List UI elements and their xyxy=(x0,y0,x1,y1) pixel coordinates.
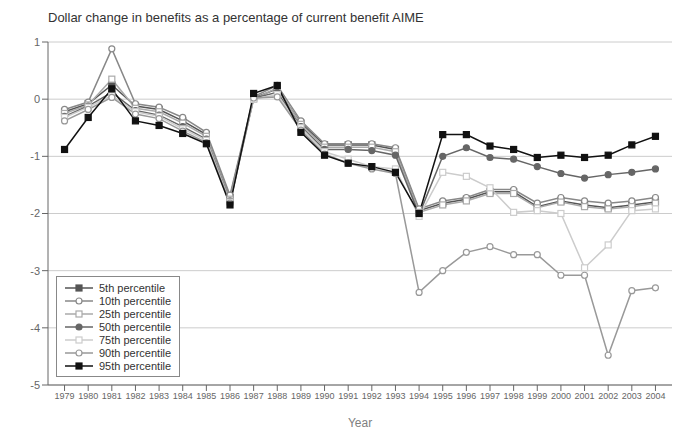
svg-text:1992: 1992 xyxy=(362,391,382,401)
svg-text:1979: 1979 xyxy=(55,391,75,401)
svg-text:-3: -3 xyxy=(30,265,40,277)
svg-text:1983: 1983 xyxy=(149,391,169,401)
svg-text:-4: -4 xyxy=(30,322,40,334)
svg-text:1995: 1995 xyxy=(433,391,453,401)
svg-text:1987: 1987 xyxy=(244,391,264,401)
svg-text:2002: 2002 xyxy=(598,391,618,401)
svg-text:-2: -2 xyxy=(30,207,40,219)
svg-text:1984: 1984 xyxy=(173,391,193,401)
svg-text:1991: 1991 xyxy=(338,391,358,401)
html-text:50th percentile: 50th percentile xyxy=(99,320,172,333)
svg-text:2000: 2000 xyxy=(551,391,571,401)
svg-text:Year: Year xyxy=(348,416,372,430)
svg-text:2001: 2001 xyxy=(575,391,595,401)
html-text:90th percentile: 90th percentile xyxy=(99,346,172,359)
svg-text:1985: 1985 xyxy=(196,391,216,401)
svg-text:1989: 1989 xyxy=(291,391,311,401)
html-text:95th percentile: 95th percentile xyxy=(99,359,172,372)
svg-text:1980: 1980 xyxy=(78,391,98,401)
html-text:5th percentile: 5th percentile xyxy=(99,281,165,294)
svg-text:1986: 1986 xyxy=(220,391,240,401)
svg-text:1994: 1994 xyxy=(409,391,429,401)
svg-text:0: 0 xyxy=(34,93,40,105)
svg-text:1990: 1990 xyxy=(315,391,335,401)
html-text:25th percentile: 25th percentile xyxy=(99,307,172,320)
svg-text:-5: -5 xyxy=(30,379,40,391)
svg-text:1981: 1981 xyxy=(102,391,122,401)
svg-text:1993: 1993 xyxy=(385,391,405,401)
svg-text:1997: 1997 xyxy=(480,391,500,401)
html-text:75th percentile: 75th percentile xyxy=(99,333,172,346)
svg-text:1999: 1999 xyxy=(527,391,547,401)
svg-text:2004: 2004 xyxy=(645,391,665,401)
svg-text:1982: 1982 xyxy=(125,391,145,401)
svg-text:1988: 1988 xyxy=(267,391,287,401)
html-text:10th percentile: 10th percentile xyxy=(99,294,172,307)
svg-text:1996: 1996 xyxy=(456,391,476,401)
svg-text:-1: -1 xyxy=(30,150,40,162)
svg-text:1: 1 xyxy=(34,36,40,48)
html-text:Dollar change in benefits as a: Dollar change in benefits as a percentag… xyxy=(48,10,424,25)
svg-text:2003: 2003 xyxy=(622,391,642,401)
svg-text:1998: 1998 xyxy=(504,391,524,401)
